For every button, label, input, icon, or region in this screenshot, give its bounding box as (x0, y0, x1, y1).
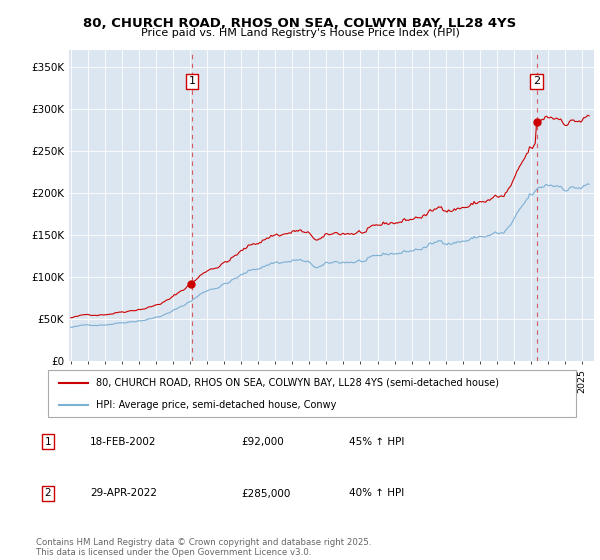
Text: 80, CHURCH ROAD, RHOS ON SEA, COLWYN BAY, LL28 4YS: 80, CHURCH ROAD, RHOS ON SEA, COLWYN BAY… (83, 17, 517, 30)
Text: Contains HM Land Registry data © Crown copyright and database right 2025.
This d: Contains HM Land Registry data © Crown c… (36, 538, 371, 557)
Text: 80, CHURCH ROAD, RHOS ON SEA, COLWYN BAY, LL28 4YS (semi-detached house): 80, CHURCH ROAD, RHOS ON SEA, COLWYN BAY… (95, 378, 499, 388)
Text: 1: 1 (44, 437, 51, 446)
Text: Price paid vs. HM Land Registry's House Price Index (HPI): Price paid vs. HM Land Registry's House … (140, 28, 460, 38)
Text: £285,000: £285,000 (241, 488, 290, 498)
Text: 2: 2 (533, 77, 540, 86)
Text: 1: 1 (188, 77, 196, 86)
Text: 29-APR-2022: 29-APR-2022 (90, 488, 157, 498)
Text: 45% ↑ HPI: 45% ↑ HPI (349, 437, 404, 446)
Text: 2: 2 (44, 488, 51, 498)
Text: 40% ↑ HPI: 40% ↑ HPI (349, 488, 404, 498)
Text: £92,000: £92,000 (241, 437, 284, 446)
Text: 18-FEB-2002: 18-FEB-2002 (90, 437, 157, 446)
Text: HPI: Average price, semi-detached house, Conwy: HPI: Average price, semi-detached house,… (95, 400, 336, 410)
FancyBboxPatch shape (48, 370, 576, 417)
